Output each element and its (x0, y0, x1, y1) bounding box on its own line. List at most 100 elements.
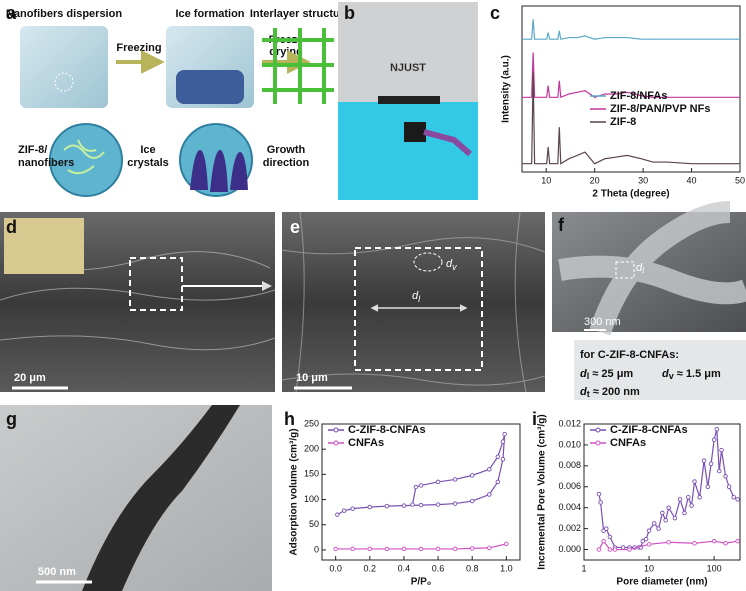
panel-e: e dv dl 10 μm (281, 211, 546, 393)
legend-marker (333, 440, 339, 446)
y-axis-label: Adsorption volume (cm³/g) (289, 428, 300, 555)
y-tick-label: 0.000 (558, 544, 581, 554)
data-point (418, 483, 424, 488)
data-point (627, 547, 632, 552)
y-tick-label: 150 (304, 469, 319, 479)
summary-item: dv ≈ 1.5 μm (662, 368, 721, 381)
data-point (612, 547, 618, 552)
y-tick-label: 100 (304, 494, 319, 504)
zoom-box (615, 261, 635, 279)
data-point (418, 546, 424, 552)
data-point (692, 541, 697, 546)
plot-frame (321, 423, 521, 561)
x-tick-label: 0.6 (432, 563, 445, 573)
x-tick-label: 100 (707, 563, 722, 573)
legend-label: ZIF-8/PAN/PVP NFs (610, 103, 710, 115)
data-point (685, 494, 691, 500)
y-tick-label: 250 (304, 418, 319, 428)
cube (20, 26, 108, 108)
scale-label: 500 nm (38, 566, 76, 578)
panel-d: d 20 μm (0, 212, 276, 392)
zoom-box (129, 257, 183, 311)
item-text: ≈ 200 nm (590, 386, 640, 398)
stage-label: Ice formation (175, 8, 244, 20)
data-point (620, 545, 626, 550)
inset (49, 123, 123, 197)
data-point (697, 494, 702, 500)
y-tick-label: 50 (309, 519, 319, 529)
data-point (660, 510, 665, 516)
data-point (677, 497, 683, 502)
y-tick-label: 0.012 (558, 418, 581, 428)
subscript: t (642, 266, 645, 275)
data-point (401, 546, 407, 552)
y-tick-label: 0.002 (558, 523, 581, 533)
subscript: t (587, 389, 590, 399)
ice-crystals (190, 150, 248, 192)
symbol: d (580, 368, 587, 380)
inset-label: ZIF-8/ (18, 144, 47, 156)
data-point (350, 546, 355, 552)
panel-g: g 500 nm (0, 405, 272, 591)
data-point (682, 510, 687, 516)
sample (404, 122, 426, 142)
data-point (692, 479, 697, 484)
panel-label: g (6, 409, 17, 429)
data-point (487, 492, 492, 497)
item-text: ≈ 1.5 μm (674, 368, 721, 380)
data-point (643, 536, 649, 542)
plot-frame (583, 423, 741, 561)
x-axis-label: Pore diameter (nm) (616, 577, 707, 588)
data-point (723, 474, 728, 479)
arrow-label: Freezing (116, 42, 161, 54)
photo (338, 102, 478, 200)
data-point (504, 541, 509, 547)
y-tick-label: 0.006 (558, 481, 581, 491)
legend-label: CNFAs (610, 437, 646, 449)
data-point (495, 479, 501, 485)
data-point (418, 502, 424, 508)
sem-image (282, 212, 545, 392)
series-line (522, 52, 740, 99)
pore-ring (413, 252, 443, 272)
data-point (367, 546, 373, 552)
dimension-label: dv (446, 258, 457, 272)
data-point (663, 517, 668, 523)
symbol: d (446, 258, 453, 270)
panel-f: f dt 300 nm for C-ZIF-8-CNFAs: dl ≈ 25 μ… (552, 201, 746, 400)
data-point (656, 526, 661, 531)
data-point (341, 508, 347, 513)
data-point (651, 521, 657, 526)
legend-label: ZIF-8 (610, 116, 636, 128)
y-axis-label: Intensity (a.u.) (501, 55, 512, 123)
x-tick-label: 30 (638, 175, 648, 185)
x-tick-label: 50 (735, 175, 745, 185)
tweezers (423, 129, 472, 157)
data-point (607, 547, 613, 552)
series-line (522, 19, 740, 40)
fibers (281, 211, 546, 393)
x-tick-label: 1.0 (500, 563, 513, 573)
inset-label: nanofibers (18, 157, 74, 169)
x-tick-label: 10 (644, 563, 654, 573)
panel-label: c (490, 3, 500, 23)
legend-marker (333, 427, 339, 433)
summary-item: dt ≈ 200 nm (580, 386, 640, 399)
data-point (469, 473, 475, 478)
stage-label: Interlayer structure (250, 8, 350, 20)
subscript: l (587, 371, 590, 381)
x-tick-label: 0.0 (329, 563, 342, 573)
data-point (452, 501, 458, 506)
legend-marker (595, 427, 601, 433)
x-tick-label: 0.8 (466, 563, 479, 573)
plot-frame (521, 5, 741, 173)
data-point (666, 539, 671, 545)
data-point (711, 437, 717, 442)
subscript: v (669, 371, 674, 381)
data-point (646, 542, 652, 547)
data-point (435, 479, 441, 485)
data-point (731, 494, 736, 500)
interlayer-grid (262, 28, 334, 104)
y-tick-label: 0 (314, 544, 319, 554)
